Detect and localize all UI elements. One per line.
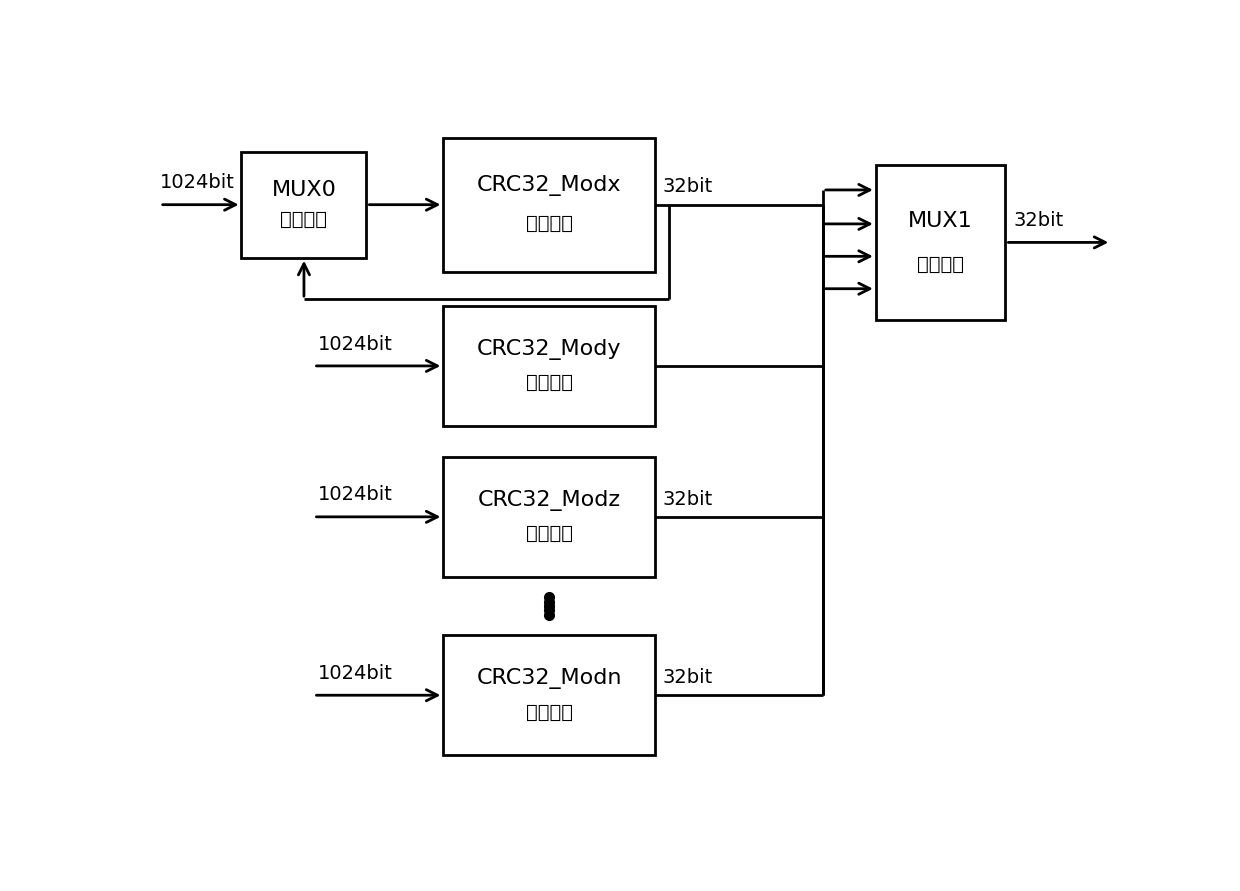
Text: CRC32_Modx: CRC32_Modx: [476, 176, 621, 196]
Bar: [242, 151, 367, 257]
Text: CRC32_Mody: CRC32_Mody: [476, 339, 621, 360]
Text: 计算模块: 计算模块: [526, 524, 573, 544]
Bar: [444, 306, 655, 426]
Text: 32bit: 32bit: [662, 490, 713, 509]
Text: 选择模块: 选择模块: [918, 255, 965, 274]
Text: 计算模块: 计算模块: [526, 702, 573, 722]
Text: 1024bit: 1024bit: [319, 664, 393, 683]
Bar: [875, 165, 1006, 320]
Text: 计算模块: 计算模块: [526, 373, 573, 392]
Text: 32bit: 32bit: [662, 668, 713, 687]
Text: 选择模块: 选择模块: [280, 210, 327, 229]
Text: 1024bit: 1024bit: [319, 486, 393, 504]
Bar: [444, 635, 655, 756]
Text: 1024bit: 1024bit: [160, 174, 234, 192]
Text: 32bit: 32bit: [662, 177, 713, 196]
Text: MUX1: MUX1: [908, 211, 973, 231]
Text: CRC32_Modz: CRC32_Modz: [477, 489, 620, 511]
Text: MUX0: MUX0: [272, 180, 336, 200]
Bar: [444, 457, 655, 576]
Text: 计算模块: 计算模块: [526, 214, 573, 233]
Bar: [444, 138, 655, 272]
Text: 1024bit: 1024bit: [319, 334, 393, 354]
Text: CRC32_Modn: CRC32_Modn: [476, 668, 621, 689]
Text: 32bit: 32bit: [1013, 211, 1064, 230]
